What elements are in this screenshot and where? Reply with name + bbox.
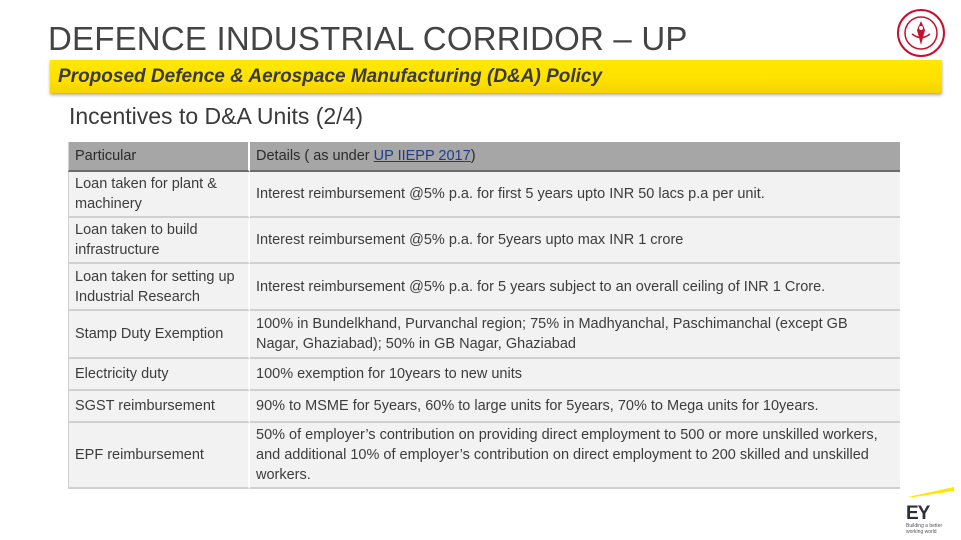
row-details: Interest reimbursement @5% p.a. for 5 ye… [250,264,900,311]
banner-text: Proposed Defence & Aerospace Manufacturi… [58,66,603,87]
row-particular: Loan taken for setting up Industrial Res… [68,264,250,311]
header-details-prefix: Details ( as under [256,148,374,164]
page-title: DEFENCE INDUSTRIAL CORRIDOR – UP [48,20,688,57]
ey-logo: EY [906,503,930,524]
header-details: Details ( as under UP IIEPP 2017) [250,142,900,172]
row-particular: Electricity duty [68,359,250,391]
row-details: 90% to MSME for 5years, 60% to large uni… [250,391,900,423]
row-particular: SGST reimbursement [68,391,250,423]
table-row: Stamp Duty Exemption 100% in Bundelkhand… [68,311,900,359]
ey-beam-icon [908,487,954,497]
ey-tagline: Building a better working world [906,523,943,535]
table-row: EPF reimbursement 50% of employer’s cont… [68,423,900,489]
row-details: 100% in Bundelkhand, Purvanchal region; … [250,311,900,359]
header-particular: Particular [68,142,250,172]
table-row: Loan taken for setting up Industrial Res… [68,264,900,311]
row-particular: Stamp Duty Exemption [68,311,250,359]
state-seal-icon [897,9,945,57]
row-details: 50% of employer’s contribution on provid… [250,423,900,489]
policy-banner: Proposed Defence & Aerospace Manufacturi… [50,60,942,93]
row-details: 100% exemption for 10years to new units [250,359,900,391]
table-row: Electricity duty 100% exemption for 10ye… [68,359,900,391]
table-row: SGST reimbursement 90% to MSME for 5year… [68,391,900,423]
iiepp-link[interactable]: UP IIEPP 2017 [373,148,471,164]
incentives-table: Particular Details ( as under UP IIEPP 2… [68,142,900,489]
header-details-suffix: ) [470,148,476,164]
row-details: Interest reimbursement @5% p.a. for firs… [250,172,900,218]
table-row: Loan taken for plant & machinery Interes… [68,172,900,218]
section-subtitle: Incentives to D&A Units (2/4) [69,103,364,129]
row-particular: Loan taken for plant & machinery [68,172,250,218]
table-row: Loan taken to build infrastructure Inter… [68,218,900,264]
row-particular: EPF reimbursement [68,423,250,489]
row-details: Interest reimbursement @5% p.a. for 5yea… [250,218,900,264]
table-header-row: Particular Details ( as under UP IIEPP 2… [68,142,900,172]
row-particular: Loan taken to build infrastructure [68,218,250,264]
incentives-table-wrapper: Particular Details ( as under UP IIEPP 2… [68,142,900,489]
